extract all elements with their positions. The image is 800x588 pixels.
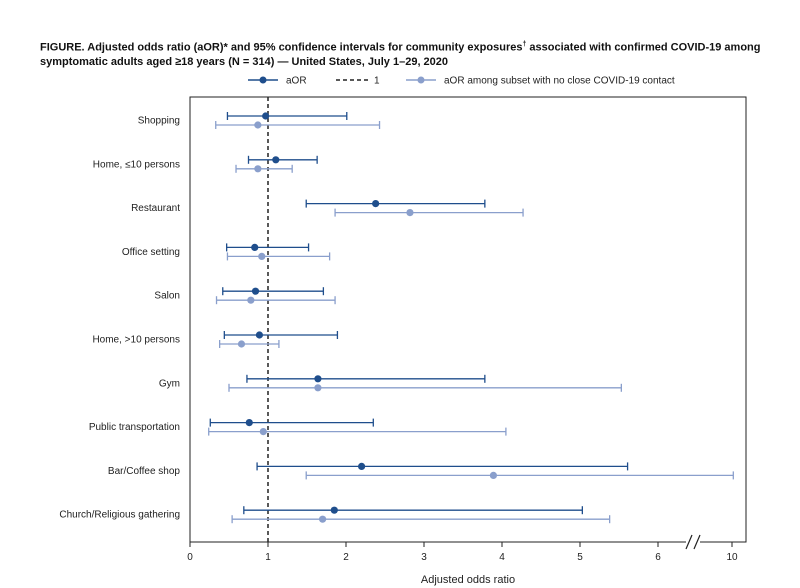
- aor-point: [251, 243, 259, 251]
- x-tick-label: 4: [499, 552, 505, 563]
- legend-item: aOR: [248, 76, 307, 87]
- category-row: Church/Religious gathering: [59, 506, 611, 524]
- category-label: Church/Religious gathering: [59, 510, 180, 521]
- x-tick-label: 5: [577, 552, 583, 563]
- aor-point: [247, 296, 255, 304]
- x-tick-label: 1: [265, 552, 271, 563]
- aor-point: [254, 165, 262, 173]
- axis-break-mask: [686, 534, 700, 550]
- aor-point: [330, 506, 338, 514]
- figure-title-dagger: †: [522, 41, 527, 48]
- category-label: Shopping: [138, 116, 180, 127]
- aor-point: [254, 121, 262, 129]
- aor-point: [255, 331, 264, 339]
- aor-point: [237, 340, 246, 348]
- category-row: Gym: [159, 374, 622, 392]
- aor-point: [251, 287, 260, 295]
- category-label: Restaurant: [131, 203, 180, 214]
- category-row: Home, ≤10 persons: [93, 155, 318, 173]
- x-tick-label: 6: [655, 552, 661, 563]
- aor-point: [358, 462, 366, 470]
- legend-item: 1: [336, 76, 380, 87]
- category-row: Home, >10 persons: [92, 331, 339, 348]
- plot-frame: [189, 96, 747, 543]
- category-label: Gym: [159, 378, 180, 389]
- x-tick-label: 10: [726, 552, 738, 563]
- x-tick-label: 2: [343, 552, 349, 563]
- category-row: Salon: [154, 287, 336, 305]
- category-row: Restaurant: [131, 199, 524, 217]
- aor-point: [372, 200, 380, 208]
- category-row: Bar/Coffee shop: [108, 462, 734, 480]
- plot-rows: Shopping Home, ≤10 persons Restaurant Offic…: [59, 97, 734, 542]
- category-label: Home, >10 persons: [92, 335, 180, 346]
- legend-label: aOR among subset with no close COVID-19 …: [444, 76, 675, 87]
- aor-point: [406, 209, 414, 217]
- aor-point: [489, 471, 498, 479]
- aor-point: [319, 515, 327, 523]
- figure-title: FIGURE. Adjusted odds ratio (aOR)* and 9…: [40, 38, 785, 69]
- x-axis: 0 1 2 3 4 5 6 10: [187, 534, 738, 563]
- category-label: Salon: [154, 291, 180, 302]
- figure-title-line2: symptomatic adults aged ≥18 years (N = 3…: [40, 55, 449, 68]
- aor-point: [259, 428, 267, 436]
- x-tick-label: 0: [187, 552, 193, 563]
- category-label: Office setting: [122, 247, 180, 258]
- category-row: Shopping: [138, 112, 381, 129]
- aor-point: [314, 384, 322, 392]
- aor-point: [258, 252, 266, 260]
- axis-break-mark: [693, 534, 701, 550]
- legend-marker: [259, 76, 267, 84]
- category-label: Home, ≤10 persons: [93, 159, 180, 170]
- figure-title-rest: associated with confirmed COVID-19 among: [526, 41, 761, 54]
- legend-item: aOR among subset with no close COVID-19 …: [406, 76, 675, 87]
- category-label: Public transportation: [89, 422, 180, 433]
- x-tick-label: 3: [421, 552, 427, 563]
- figure-title-main: FIGURE. Adjusted odds ratio (aOR)* and 9…: [40, 41, 523, 54]
- legend-label: 1: [374, 76, 380, 87]
- category-label: Bar/Coffee shop: [108, 466, 181, 477]
- aor-point: [314, 375, 322, 383]
- legend: aOR 1 aOR among subset with no close COVID…: [248, 76, 675, 87]
- legend-label: aOR: [286, 76, 307, 87]
- axis-break-mark: [685, 534, 693, 550]
- aor-point: [262, 112, 270, 120]
- category-row: Office setting: [122, 243, 331, 261]
- x-axis-title: Adjusted odds ratio: [421, 574, 515, 586]
- aor-point: [272, 156, 280, 164]
- legend-marker: [417, 76, 425, 84]
- category-row: Public transportation: [89, 418, 507, 436]
- aor-point: [245, 419, 253, 427]
